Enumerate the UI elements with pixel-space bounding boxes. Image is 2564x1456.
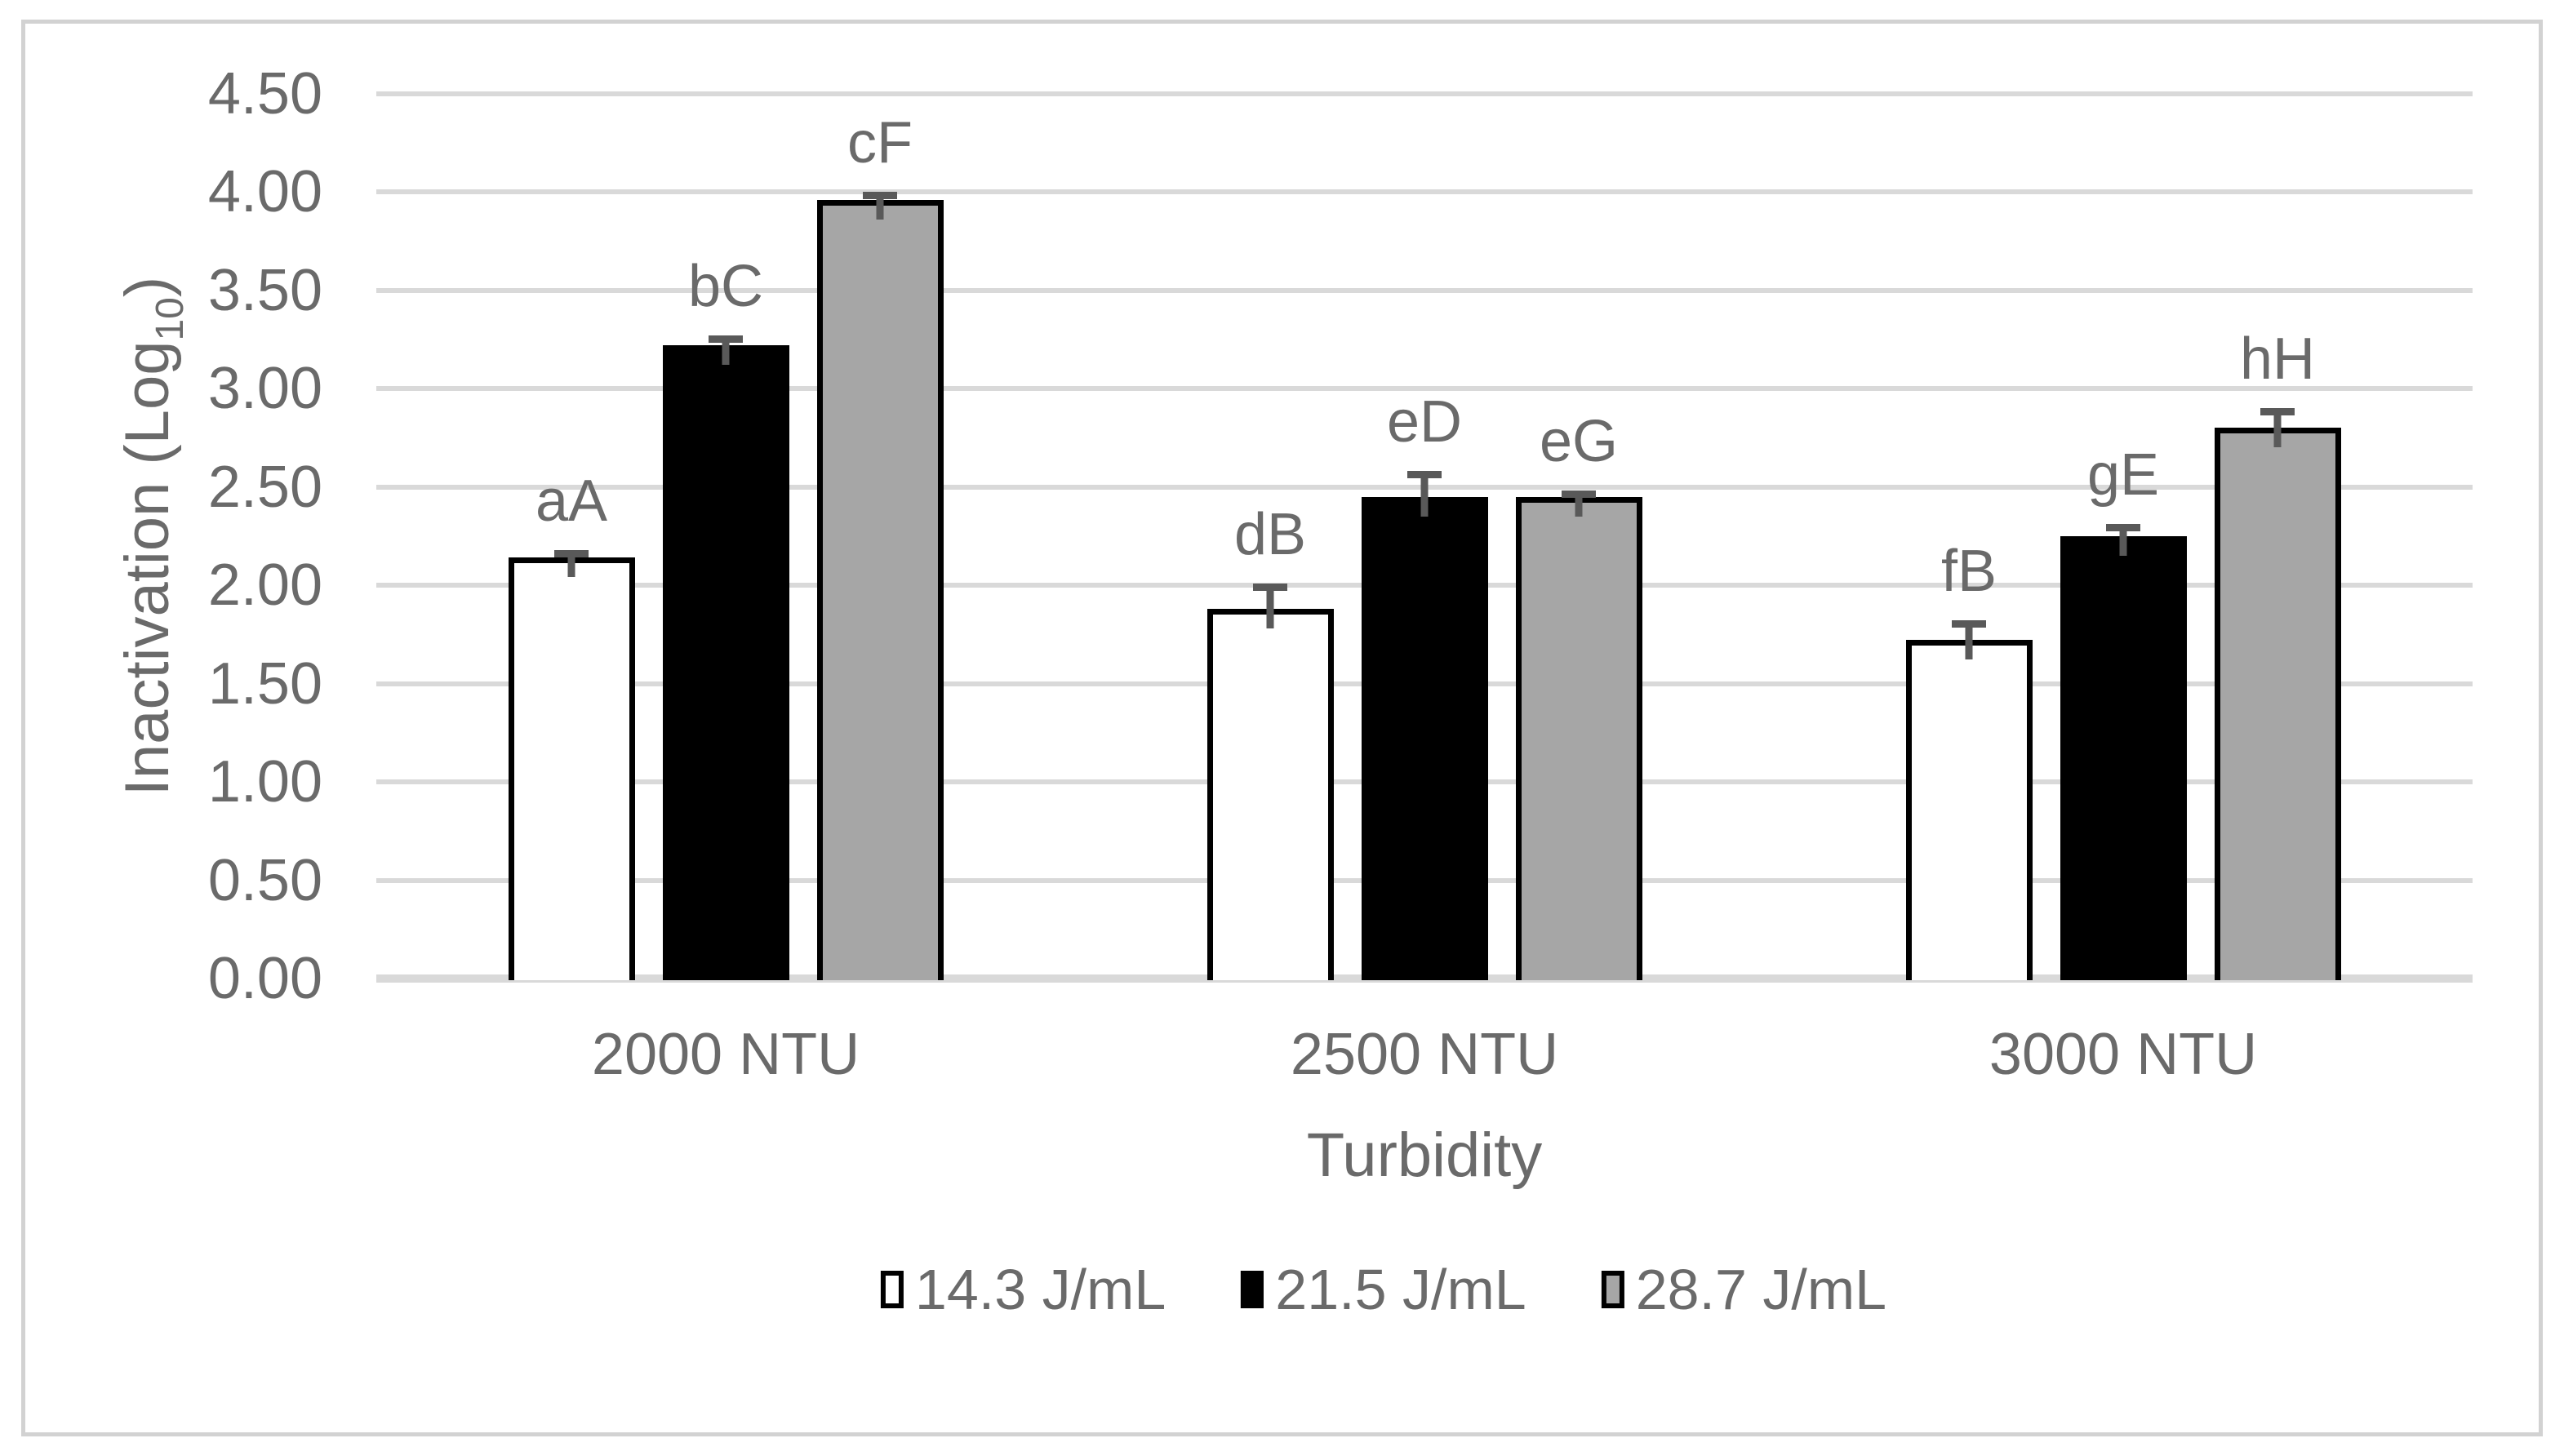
bar [1206,608,1334,980]
bar [1905,640,2033,980]
legend-item: 28.7 J/mL [1601,1258,1887,1321]
bar-letter-label: bC [687,253,764,319]
bar [508,557,635,980]
error-bar-cap [863,192,897,199]
bar-letter-label: fB [1940,539,1997,605]
legend-label: 28.7 J/mL [1635,1258,1887,1321]
category-label: 2500 NTU [1290,1022,1559,1087]
y-axis-title: Inactivation (Log10) [113,277,202,796]
bar [662,344,789,980]
x-axis-title: Turbidity [1306,1121,1543,1190]
error-bar-stem [722,335,730,365]
error-bar-stem [567,549,575,578]
y-tick-label: 2.00 [207,553,322,618]
y-tick-label: 4.00 [207,159,322,224]
error-bar [2060,524,2187,556]
error-bar-cap [2260,408,2295,416]
error-bar [1207,583,1334,628]
error-bar-stem [876,192,884,220]
bar-letter-label: cF [847,110,913,175]
bar [2214,428,2341,980]
error-bar-cap [1562,491,1596,499]
category-label: 2000 NTU [591,1022,860,1087]
legend-marker [1241,1271,1264,1308]
error-bar [2215,408,2341,448]
bar-letter-label: gE [2086,442,2160,508]
error-bar-stem [2119,524,2127,556]
bar [1361,496,1488,980]
y-tick-label: 2.50 [207,454,322,520]
figure-frame [21,20,2543,1436]
gridline [376,386,2473,391]
bar-letter-label: aA [535,468,608,534]
gridline [376,287,2473,293]
error-bar-stem [1266,583,1274,628]
bar [2060,535,2187,980]
y-tick-label: 1.00 [207,749,322,815]
bar-letter-label: eG [1539,409,1619,475]
gridline [376,189,2473,194]
legend-label: 14.3 J/mL [914,1258,1166,1321]
bar [816,199,944,980]
error-bar-cap [1253,583,1287,591]
legend-marker [1601,1271,1624,1308]
bar-letter-label: dB [1233,501,1307,567]
error-bar-cap [554,549,589,557]
error-bar-stem [2273,408,2282,448]
error-bar-cap [1407,471,1442,479]
error-bar-cap [709,335,743,343]
error-bar [663,335,789,365]
gridline [376,91,2473,96]
bar-letter-label: eD [1386,389,1463,455]
y-tick-label: 3.50 [207,257,322,323]
error-bar [817,192,944,220]
legend-item: 21.5 J/mL [1241,1261,1526,1318]
category-label: 3000 NTU [1989,1022,2258,1087]
legend-marker [880,1271,904,1308]
error-bar [1516,491,1642,517]
error-bar-stem [1965,620,1973,660]
y-tick-label: 0.00 [207,946,322,1011]
error-bar-cap [1952,620,1986,628]
error-bar-stem [1420,471,1429,517]
y-tick-label: 1.50 [207,650,322,717]
error-bar [509,549,635,578]
legend-label: 21.5 J/mL [1275,1258,1526,1321]
legend-item: 14.3 J/mL [880,1258,1166,1321]
legend: 14.3 J/mL 21.5 J/mL 28.7 J/mL [880,1258,1887,1321]
error-bar-cap [2106,524,2140,532]
y-tick-label: 3.00 [207,356,322,421]
bar [1515,496,1642,980]
y-tick-label: 4.50 [207,60,322,127]
error-bar-stem [1575,491,1583,517]
error-bar [1362,471,1488,517]
error-bar [1906,620,2033,660]
bar-letter-label: hH [2239,326,2316,393]
y-tick-label: 0.50 [207,847,322,913]
